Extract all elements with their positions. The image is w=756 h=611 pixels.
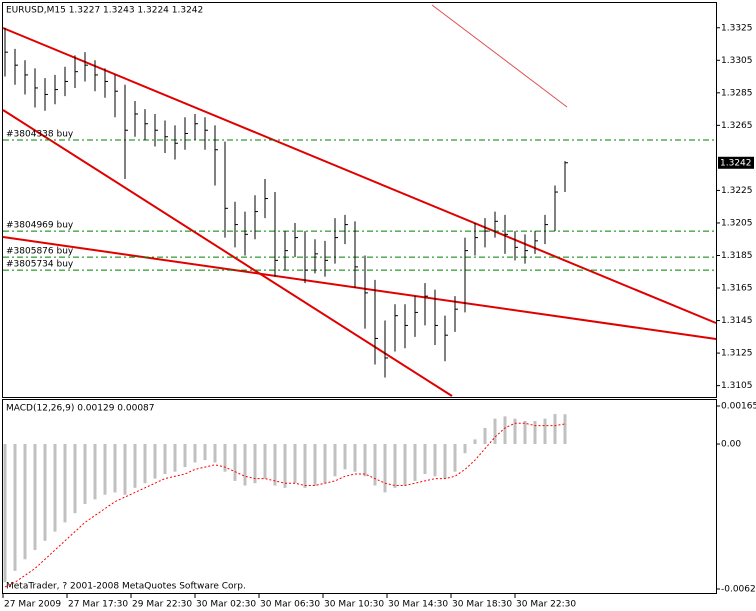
macd-bar xyxy=(483,427,487,445)
trend-line xyxy=(431,4,568,108)
macd-bar xyxy=(143,444,147,484)
macd-bar xyxy=(293,444,297,484)
macd-bar xyxy=(343,444,347,470)
price-box xyxy=(718,156,754,169)
macd-bar xyxy=(53,444,57,532)
macd-bar xyxy=(403,444,407,486)
y-tick-label: 1.3165 xyxy=(721,284,753,294)
macd-bar xyxy=(433,444,437,477)
macd-bar xyxy=(123,444,127,495)
y-tick-label: 0.00165 xyxy=(721,402,756,412)
macd-bar xyxy=(93,444,97,500)
macd-bar xyxy=(393,444,397,488)
macd-bar xyxy=(323,444,327,484)
y-tick-label: 1.3185 xyxy=(721,251,753,261)
macd-bar xyxy=(523,420,527,445)
trend-line xyxy=(2,236,717,340)
macd-bar xyxy=(283,444,287,488)
macd-bar xyxy=(353,444,357,472)
y-tick-label: 1.3205 xyxy=(721,218,753,228)
macd-bar xyxy=(253,444,257,484)
y-tick-label: 1.3285 xyxy=(721,88,753,98)
macd-bar xyxy=(553,414,557,445)
x-tick-label: 30 Mar 02:30 xyxy=(196,600,256,610)
macd-bar xyxy=(243,444,247,486)
x-tick-label: 29 Mar 22:30 xyxy=(132,600,192,610)
y-tick-label: 1.3145 xyxy=(721,316,753,326)
trend-line xyxy=(2,109,453,397)
macd-title: MACD(12,26,9) 0.00129 0.00087 xyxy=(6,404,155,414)
macd-bar xyxy=(263,444,267,479)
macd-bar xyxy=(473,439,477,445)
macd-bar xyxy=(13,444,17,571)
macd-bar xyxy=(563,414,567,445)
y-tick-label: 1.3105 xyxy=(721,381,753,391)
macd-bar xyxy=(443,444,447,479)
macd-bar xyxy=(163,444,167,474)
order-label: #3805876 buy xyxy=(6,247,74,257)
macd-bar xyxy=(423,444,427,474)
y-tick-label: 1.3305 xyxy=(721,56,753,66)
x-tick-label: 30 Mar 22:30 xyxy=(516,600,576,610)
macd-bar xyxy=(153,444,157,479)
macd-bar xyxy=(203,444,207,461)
y-tick-label: 1.3225 xyxy=(721,186,753,196)
macd-bar xyxy=(3,444,7,583)
macd-bar xyxy=(43,444,47,541)
macd-bar xyxy=(63,444,67,523)
macd-bar xyxy=(133,444,137,488)
x-tick-label: 30 Mar 10:30 xyxy=(324,600,384,610)
macd-bar xyxy=(173,444,177,472)
macd-bar xyxy=(33,444,37,551)
macd-bar xyxy=(383,444,387,493)
macd-bar xyxy=(463,444,467,454)
price-pane xyxy=(2,2,717,398)
y-tick-label: -0.00629 xyxy=(721,585,756,595)
macd-bar xyxy=(233,444,237,481)
macd-bar xyxy=(543,418,547,445)
order-label: #3805734 buy xyxy=(6,260,74,270)
macd-bar xyxy=(113,444,117,493)
macd-bar xyxy=(313,444,317,486)
macd-bar xyxy=(533,420,537,445)
y-tick-label: 1.3125 xyxy=(721,349,753,359)
x-tick-label: 27 Mar 17:30 xyxy=(68,600,128,610)
y-tick-label: 0.00 xyxy=(721,440,741,450)
trend-line xyxy=(2,27,717,324)
macd-bar xyxy=(83,444,87,504)
order-label: #3804338 buy xyxy=(6,129,74,139)
macd-bar xyxy=(453,444,457,472)
macd-bar xyxy=(73,444,77,514)
macd-bar xyxy=(373,444,377,486)
macd-bar xyxy=(183,444,187,468)
x-tick-label: 30 Mar 14:30 xyxy=(388,600,448,610)
macd-pane xyxy=(2,399,717,594)
macd-bar xyxy=(333,444,337,477)
macd-bar xyxy=(413,444,417,481)
chart-title: EURUSD,M15 1.3227 1.3243 1.3224 1.3242 xyxy=(6,6,203,16)
footer: MetaTrader, ? 2001-2008 MetaQuotes Softw… xyxy=(6,582,246,592)
x-tick-label: 27 Mar 2009 xyxy=(4,600,61,610)
order-label: #3804969 buy xyxy=(6,221,74,231)
current-price: 1.3242 xyxy=(720,158,752,168)
macd-bar xyxy=(223,444,227,472)
macd-bar xyxy=(23,444,27,560)
y-tick-label: 1.3325 xyxy=(721,23,753,33)
macd-bar xyxy=(303,444,307,488)
macd-bar xyxy=(273,444,277,486)
macd-bar xyxy=(503,416,507,445)
y-tick-label: 1.3265 xyxy=(721,121,753,131)
macd-bar xyxy=(513,418,517,445)
macd-bar xyxy=(193,444,197,463)
macd-bar xyxy=(493,418,497,445)
macd-bar xyxy=(103,444,107,495)
macd-bar xyxy=(213,444,217,463)
signal-line xyxy=(4,422,566,588)
x-tick-label: 30 Mar 06:30 xyxy=(260,600,320,610)
macd-bar xyxy=(363,444,367,477)
x-tick-label: 30 Mar 18:30 xyxy=(452,600,512,610)
